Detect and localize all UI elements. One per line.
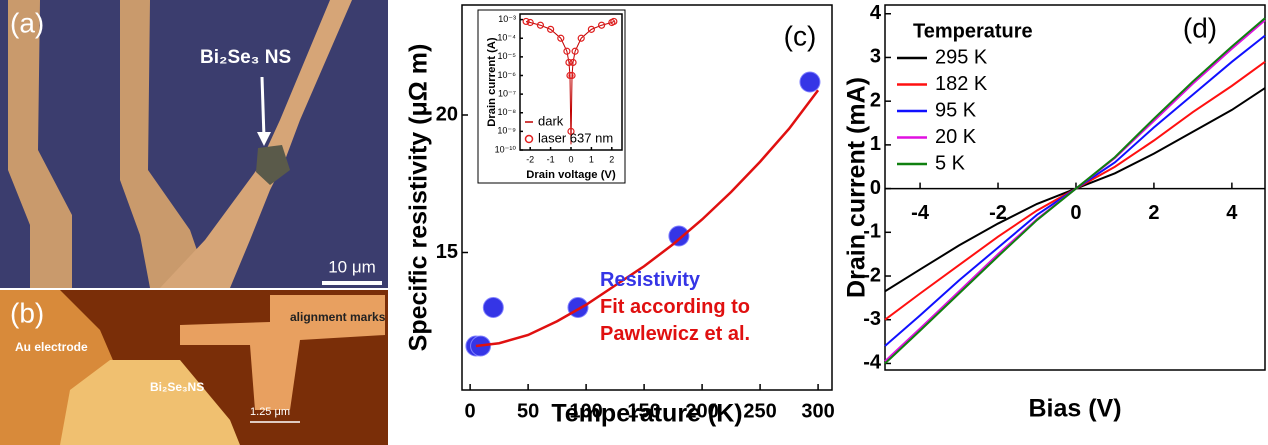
data-point (568, 71, 576, 80)
x-axis-label: Temperature (K) (551, 400, 742, 428)
legend-label: 5 K (935, 152, 966, 174)
y-tick-label: -3 (863, 308, 881, 330)
data-point (668, 225, 690, 247)
y-tick-label: 10⁻⁷ (498, 88, 516, 98)
x-axis-label: Bias (V) (1028, 395, 1121, 423)
y-tick-label: -4 (863, 352, 882, 374)
data-point (482, 297, 504, 318)
electrode (160, 0, 352, 288)
x-tick-label: 150 (627, 400, 660, 422)
y-axis-label: Drain current (A) (486, 37, 498, 127)
nanosheet (60, 360, 240, 445)
legend-label: 182 K (935, 73, 988, 95)
data-point (546, 25, 555, 33)
data-point (557, 34, 565, 42)
y-tick-label: -2 (863, 264, 881, 286)
y-tick-label: 10⁻³ (498, 14, 516, 24)
data-point (536, 21, 545, 29)
x-tick-label: -2 (989, 202, 1007, 224)
data-point (565, 58, 573, 67)
y-axis-label: Specific resistivity (μΩ m) (405, 44, 433, 352)
data-point (567, 127, 575, 135)
x-tick-label: 250 (743, 400, 776, 422)
inset (477, 9, 626, 184)
legend: Resistivity Fit according to Pawlewicz e… (600, 267, 800, 348)
data-point (522, 17, 530, 26)
data-point (587, 25, 596, 33)
x-tick-label: 300 (801, 400, 834, 422)
arrow-head (257, 132, 271, 146)
annotation: Bi₂Se₃NS (150, 380, 204, 394)
data-line (475, 89, 820, 348)
alignment-mark (180, 295, 385, 410)
data-point (526, 18, 534, 27)
legend-label: laser 637 nm (538, 130, 613, 145)
scale-bar-label: 1.25 μm (250, 406, 290, 418)
y-tick-label: 10⁻⁶ (498, 70, 517, 80)
x-tick-label: 100 (569, 400, 602, 422)
legend-entry: Resistivity (600, 269, 701, 291)
x-tick-label: 2 (609, 154, 614, 164)
arrow (260, 76, 266, 139)
electrode (120, 0, 210, 288)
panel-label: (b) (10, 297, 44, 328)
legend-swatch (524, 134, 534, 144)
x-tick-label: 4 (1226, 202, 1238, 224)
legend-entry: Fit according to Pawlewicz et al. (600, 296, 751, 345)
panel-label: (d) (1183, 12, 1217, 43)
legend-label: dark (538, 113, 564, 128)
data-point (799, 71, 821, 93)
x-tick-label: -1 (547, 154, 555, 164)
data-point (571, 47, 579, 55)
y-tick-label: 3 (870, 46, 881, 68)
data-point (569, 58, 577, 67)
y-tick-label: 10⁻¹⁰ (495, 144, 517, 154)
data-point (566, 71, 574, 80)
y-tick-label: 1 (870, 133, 881, 155)
nanosheet (256, 145, 290, 185)
plot-frame (461, 4, 833, 391)
annotation: alignment marks (290, 310, 386, 324)
x-tick-label: 0 (465, 400, 476, 422)
y-tick-label: 10⁻⁸ (497, 107, 516, 117)
y-tick-label: 2 (870, 89, 881, 111)
legend-label: 95 K (935, 99, 977, 121)
y-tick-label: 15 (436, 241, 458, 263)
x-axis-label: Drain voltage (V) (526, 169, 616, 181)
y-tick-label: 10⁻⁵ (498, 51, 517, 61)
data-point (577, 34, 585, 42)
data-point (563, 47, 571, 55)
x-tick-label: 0 (568, 154, 573, 164)
x-tick-label: 50 (517, 400, 539, 422)
y-tick-label: 20 (436, 103, 458, 125)
y-axis-label: Drain current (mA) (843, 77, 871, 298)
x-tick-label: 200 (685, 400, 718, 422)
scale-bar-label: 10 μm (328, 257, 376, 276)
data-point (597, 21, 606, 29)
annotation: Au electrode (15, 340, 88, 354)
legend-label: 20 K (935, 126, 977, 148)
x-tick-label: 1 (589, 154, 594, 164)
data-point (610, 17, 618, 26)
panel-label: (c) (784, 20, 817, 51)
x-tick-label: -2 (526, 154, 534, 164)
y-tick-label: 4 (870, 2, 882, 24)
legend-label: 295 K (935, 46, 988, 68)
data-line (525, 20, 615, 145)
plot-frame (884, 4, 1266, 371)
data-line (884, 17, 1266, 365)
legend-title: Temperature (913, 20, 1033, 42)
electrode (8, 0, 72, 288)
y-tick-label: 10⁻⁴ (497, 33, 516, 43)
y-tick-label: -1 (863, 221, 881, 243)
panel-label: (a) (10, 7, 44, 38)
y-tick-label: 0 (870, 177, 881, 199)
x-tick-label: 0 (1070, 202, 1081, 224)
annotation: Bi₂Se₃ NS (200, 47, 291, 68)
y-tick-label: 10⁻⁹ (497, 126, 516, 136)
x-tick-label: -4 (911, 202, 930, 224)
x-tick-label: 2 (1148, 202, 1159, 224)
